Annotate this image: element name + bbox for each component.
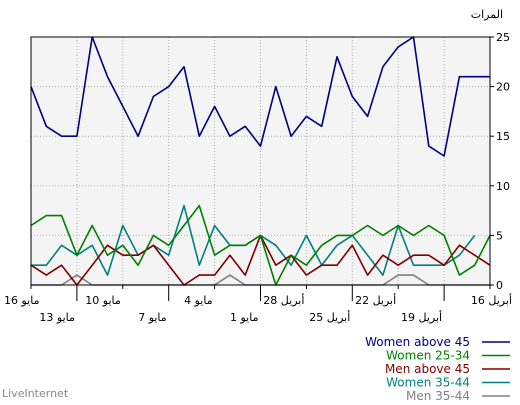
x-tick-label: 22 أبريل: [355, 293, 396, 307]
x-tick-label: 16 مايو: [4, 294, 40, 307]
y-axis-unit-label: المرات: [471, 8, 503, 21]
x-tick-label: 10 مايو: [85, 294, 121, 307]
x-tick-label: 16 أبريل: [471, 293, 512, 307]
y-tick-label: 10: [496, 180, 510, 193]
legend-entry: Women 35-44: [386, 376, 470, 390]
y-tick-label: 5: [496, 229, 503, 242]
brand-label: LiveInternet: [2, 387, 69, 400]
x-tick-label: 28 أبريل: [263, 293, 304, 307]
legend-entry: Men above 45: [385, 362, 470, 376]
x-tick-label: 7 مايو: [138, 311, 167, 324]
x-tick-label: 19 أبريل: [401, 310, 442, 324]
y-tick-label: 15: [496, 130, 510, 143]
series-line-women-25-34: [30, 204, 491, 286]
x-tick-label: 4 مايو: [184, 294, 213, 307]
legend-entry: Women 25-34: [386, 349, 470, 363]
x-tick-label: 13 مايو: [39, 311, 75, 324]
x-tick-label: 1 مايو: [230, 311, 259, 324]
y-tick-label: 20: [496, 81, 510, 94]
legend-entry: Men 35-44: [406, 389, 470, 403]
legend-entry: Women above 45: [365, 335, 470, 349]
y-tick-label: 0: [496, 279, 503, 292]
y-tick-label: 25: [496, 31, 510, 44]
x-tick-label: 25 أبريل: [309, 310, 350, 324]
